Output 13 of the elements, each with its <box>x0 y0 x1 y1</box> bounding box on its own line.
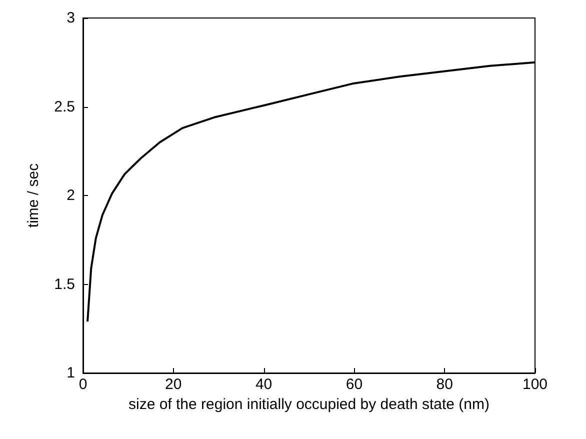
x-tick-label: 20 <box>165 376 182 393</box>
x-tick-label: 0 <box>78 376 88 393</box>
y-tick-label: 3 <box>66 10 75 26</box>
y-tick-label: 1 <box>66 364 75 382</box>
y-tick-label: 1.5 <box>54 276 75 293</box>
x-tick-label: 60 <box>346 376 363 393</box>
y-tick-label: 2 <box>66 187 75 204</box>
x-axis-title: size of the region initially occupied by death state (nm) <box>128 396 490 413</box>
y-tick-label: 2.5 <box>54 98 75 116</box>
y-axis-title: time / sec <box>25 162 42 228</box>
x-tick-label: 100 <box>522 376 548 393</box>
x-tick-label: 40 <box>255 376 272 393</box>
x-tick-label: 80 <box>436 376 453 393</box>
